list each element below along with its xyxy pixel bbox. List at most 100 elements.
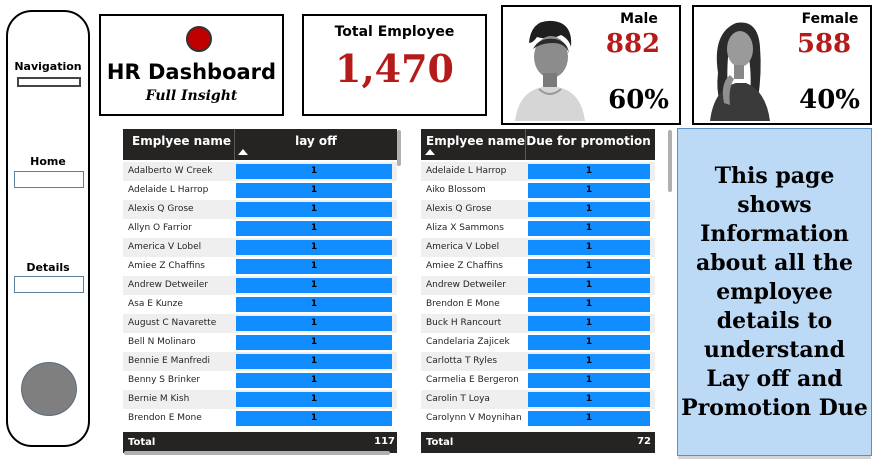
table-row[interactable]: Adelaide L Harrop 1 <box>123 181 397 200</box>
value-bar-cell: 1 <box>236 164 392 179</box>
employee-name-cell: Alexis Q Grose <box>128 204 194 214</box>
value-bar-cell: 1 <box>236 240 392 255</box>
employee-name-cell: Adalberto W Creek <box>128 166 213 176</box>
value-bar-cell: 1 <box>528 278 650 293</box>
employee-name-cell: Alexis Q Grose <box>426 204 492 214</box>
table-row[interactable]: Carolynn V Moynihan 1 <box>421 409 655 428</box>
table-row[interactable]: Adelaide L Harrop 1 <box>421 162 655 181</box>
value-bar-cell: 1 <box>528 297 650 312</box>
table-row[interactable]: Bernie M Kish 1 <box>123 390 397 409</box>
value-bar-cell: 1 <box>236 183 392 198</box>
sort-asc-icon[interactable] <box>238 149 248 155</box>
table-row[interactable]: America V Lobel 1 <box>123 238 397 257</box>
layoff-total-row: Total 117 <box>123 432 397 453</box>
value-bar-cell: 1 <box>528 183 650 198</box>
value-bar-cell: 1 <box>236 259 392 274</box>
table-row[interactable]: Allyn O Farrior 1 <box>123 219 397 238</box>
male-card: Male 882 60% <box>501 5 681 125</box>
red-dot-icon <box>186 26 212 52</box>
dashboard-subtitle: Full Insight <box>145 88 238 104</box>
table-row[interactable]: Alexis Q Grose 1 <box>123 200 397 219</box>
promotion-table[interactable]: Emplyee name Due for promotion Adelaide … <box>421 129 695 453</box>
table-row[interactable]: Carmelia E Bergeron 1 <box>421 371 655 390</box>
employee-name-cell: August C Navarette <box>128 318 217 328</box>
table-row[interactable]: Alexis Q Grose 1 <box>421 200 655 219</box>
table-row[interactable]: Andrew Detweiler 1 <box>421 276 655 295</box>
layoff-col-employee-name[interactable]: Emplyee name <box>132 134 231 148</box>
employee-name-cell: Bernie M Kish <box>128 394 190 404</box>
employee-name-cell: Aiko Blossom <box>426 185 486 195</box>
table-row[interactable]: Adalberto W Creek 1 <box>123 162 397 181</box>
value-bar-cell: 1 <box>236 221 392 236</box>
value-bar-cell: 1 <box>236 373 392 388</box>
title-card: HR Dashboard Full Insight <box>99 14 284 116</box>
table-row[interactable]: Brendon E Mone 1 <box>421 295 655 314</box>
table-row[interactable]: Benny S Brinker 1 <box>123 371 397 390</box>
table-row[interactable]: Asa E Kunze 1 <box>123 295 397 314</box>
table-row[interactable]: Carlotta T Ryles 1 <box>421 352 655 371</box>
employee-name-cell: Carlotta T Ryles <box>426 356 498 366</box>
employee-name-cell: Carolin T Loya <box>426 394 490 404</box>
promotion-table-header: Emplyee name Due for promotion <box>421 129 655 160</box>
table-row[interactable]: Aiko Blossom 1 <box>421 181 655 200</box>
layoff-table[interactable]: Emplyee name lay off Adalberto W Creek 1 A… <box>123 129 397 453</box>
promotion-col-due-for-promotion[interactable]: Due for promotion <box>525 129 651 160</box>
promotion-total-value: 72 <box>637 436 651 447</box>
employee-name-cell: Allyn O Farrior <box>128 223 192 233</box>
table-row[interactable]: Brendon E Mone 1 <box>123 409 397 428</box>
employee-name-cell: Adelaide L Harrop <box>426 166 507 176</box>
home-button[interactable] <box>14 171 84 188</box>
employee-name-cell: Benny S Brinker <box>128 375 201 385</box>
employee-name-cell: America V Lobel <box>426 242 500 252</box>
layoff-total-value: 117 <box>374 436 395 447</box>
layoff-vertical-scrollbar[interactable] <box>397 130 401 166</box>
nav-circle-button[interactable] <box>21 362 77 416</box>
total-employee-card: Total Employee 1,470 <box>302 14 487 116</box>
total-employee-label: Total Employee <box>334 24 455 40</box>
table-row[interactable]: Buck H Rancourt 1 <box>421 314 655 333</box>
info-text: This page shows Information about all th… <box>681 162 868 421</box>
table-row[interactable]: Bennie E Manfredi 1 <box>123 352 397 371</box>
employee-name-cell: Aliza X Sammons <box>426 223 504 233</box>
promotion-table-rows: Adelaide L Harrop 1 Aiko Blossom 1 Alexis Q … <box>421 162 655 428</box>
value-bar-cell: 1 <box>236 316 392 331</box>
layoff-col-lay-off[interactable]: lay off <box>234 129 397 160</box>
value-bar-cell: 1 <box>528 202 650 217</box>
table-row[interactable]: Bell N Molinaro 1 <box>123 333 397 352</box>
female-label: Female <box>801 11 859 27</box>
promotion-vertical-scrollbar[interactable] <box>668 130 672 192</box>
table-row[interactable]: Candelaria Zajicek 1 <box>421 333 655 352</box>
promotion-total-row: Total 72 <box>421 432 655 453</box>
table-row[interactable]: Carolin T Loya 1 <box>421 390 655 409</box>
layoff-horizontal-scrollbar[interactable] <box>124 451 390 455</box>
layoff-total-label: Total <box>128 437 156 448</box>
employee-name-cell: Andrew Detweiler <box>128 280 208 290</box>
layoff-table-header: Emplyee name lay off <box>123 129 397 160</box>
value-bar-cell: 1 <box>528 316 650 331</box>
value-bar-cell: 1 <box>528 240 650 255</box>
total-employee-value: 1,470 <box>335 46 454 91</box>
details-button[interactable] <box>14 276 84 293</box>
value-bar-cell: 1 <box>236 335 392 350</box>
employee-name-cell: Adelaide L Harrop <box>128 185 209 195</box>
male-label: Male <box>620 11 658 27</box>
female-percent: 40% <box>799 85 860 115</box>
table-row[interactable]: America V Lobel 1 <box>421 238 655 257</box>
male-portrait-image <box>509 13 587 121</box>
employee-name-cell: Brendon E Mone <box>426 299 500 309</box>
table-row[interactable]: August C Navarette 1 <box>123 314 397 333</box>
value-bar-cell: 1 <box>528 411 650 426</box>
table-row[interactable]: Andrew Detweiler 1 <box>123 276 397 295</box>
female-portrait-image <box>700 13 778 121</box>
table-row[interactable]: Aliza X Sammons 1 <box>421 219 655 238</box>
table-row[interactable]: Amiee Z Chaffins 1 <box>123 257 397 276</box>
employee-name-cell: Carolynn V Moynihan <box>426 413 522 423</box>
navigation-button[interactable] <box>17 77 81 87</box>
table-row[interactable]: Amiee Z Chaffins 1 <box>421 257 655 276</box>
employee-name-cell: America V Lobel <box>128 242 202 252</box>
value-bar-cell: 1 <box>236 354 392 369</box>
sort-asc-icon[interactable] <box>425 149 435 155</box>
promotion-total-label: Total <box>426 437 454 448</box>
promotion-col-employee-name[interactable]: Emplyee name <box>426 134 525 148</box>
employee-name-cell: Amiee Z Chaffins <box>128 261 205 271</box>
